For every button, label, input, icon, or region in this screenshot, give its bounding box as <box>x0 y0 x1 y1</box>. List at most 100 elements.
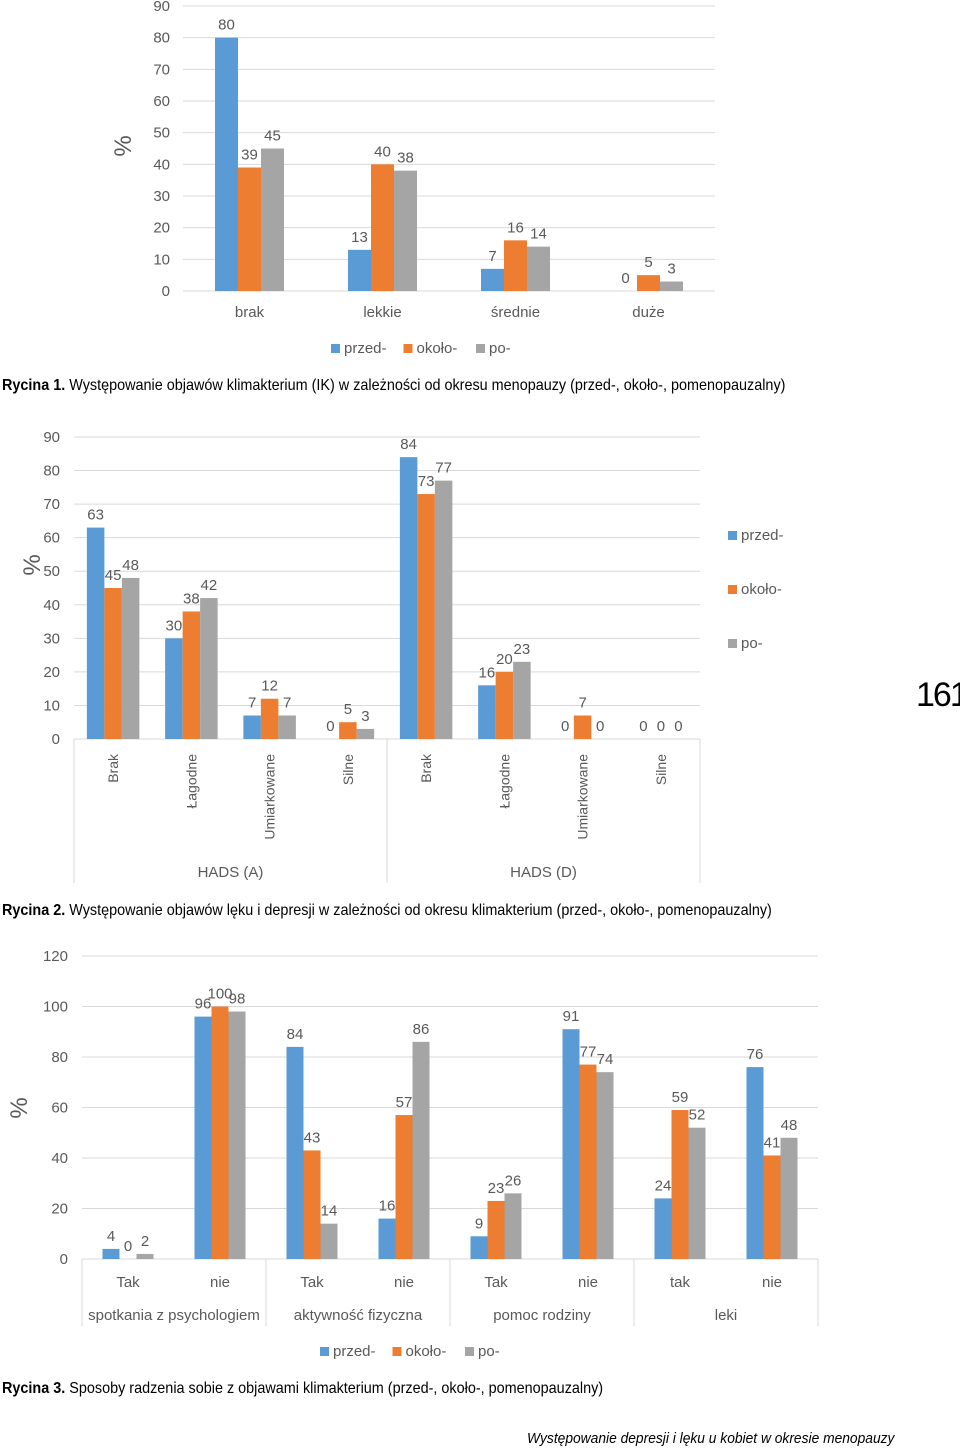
data-label: 3 <box>667 261 675 278</box>
y-tick-label: 40 <box>153 156 170 173</box>
data-label: 48 <box>781 1117 798 1134</box>
data-label: 76 <box>747 1046 764 1063</box>
bar-około <box>573 715 592 739</box>
legend-label: około- <box>741 581 782 598</box>
data-label: 5 <box>344 701 352 718</box>
x-tick-label: Tak <box>300 1274 324 1291</box>
y-tick-label: 50 <box>153 125 170 142</box>
data-label: 0 <box>326 718 334 735</box>
figure-1-label: Rycina 1. <box>2 377 66 394</box>
figure-2-caption: Rycina 2. Występowanie objawów lęku i de… <box>2 901 772 921</box>
bar-po <box>136 1253 154 1259</box>
group-label: HADS (D) <box>510 864 577 881</box>
legend-label: około- <box>406 1343 447 1360</box>
data-label: 2 <box>141 1233 149 1250</box>
x-tick-label: Silne <box>653 754 669 785</box>
bar-około <box>238 167 261 291</box>
y-tick-label: 80 <box>43 463 60 480</box>
bar-około <box>260 698 279 739</box>
y-tick-label: 60 <box>51 1100 68 1117</box>
running-footer: Występowanie depresji i lęku u kobiet w … <box>527 1430 895 1447</box>
bar-po <box>504 1193 522 1259</box>
data-label: 45 <box>105 567 122 584</box>
legend-swatch <box>728 531 737 540</box>
data-label: 38 <box>183 590 200 607</box>
x-tick-label: duże <box>632 304 665 321</box>
group-label: spotkania z psychologiem <box>88 1307 260 1324</box>
x-tick-label: Tak <box>484 1274 508 1291</box>
y-tick-label: 20 <box>153 220 170 237</box>
bar-przed <box>86 527 105 739</box>
data-label: 45 <box>264 128 281 145</box>
legend-swatch <box>728 639 737 648</box>
data-label: 96 <box>195 996 212 1013</box>
legend-swatch <box>476 344 485 353</box>
bar-około <box>211 1006 229 1259</box>
bar-po <box>121 577 140 739</box>
x-tick-label: Brak <box>105 753 121 783</box>
data-label: 26 <box>505 1172 522 1189</box>
data-label: 86 <box>413 1021 430 1038</box>
data-label: 40 <box>374 143 391 160</box>
data-label: 38 <box>397 150 414 167</box>
bar-po <box>278 715 296 739</box>
data-label: 91 <box>563 1008 580 1025</box>
bar-po <box>228 1011 246 1259</box>
bar-około <box>504 240 527 291</box>
data-label: 84 <box>287 1026 304 1043</box>
group-label: aktywność fizyczna <box>294 1307 423 1324</box>
data-label: 77 <box>435 460 452 477</box>
x-tick-label: lekkie <box>363 304 401 321</box>
x-tick-label: nie <box>394 1274 414 1291</box>
x-tick-label: Brak <box>418 753 434 783</box>
data-label: 7 <box>283 695 291 712</box>
data-label: 0 <box>124 1238 132 1255</box>
figure-3-label: Rycina 3. <box>2 1380 66 1397</box>
legend-label: około- <box>417 340 458 357</box>
data-label: 41 <box>764 1134 781 1151</box>
bar-przed <box>746 1067 764 1259</box>
bar-około <box>487 1200 505 1259</box>
legend-label: przed- <box>344 340 387 357</box>
y-tick-label: 20 <box>43 664 60 681</box>
group-label: pomoc rodziny <box>493 1307 591 1324</box>
y-tick-label: 60 <box>153 93 170 110</box>
data-label: 0 <box>621 270 629 287</box>
figure-1-text: Występowanie objawów klimakterium (IK) w… <box>69 377 786 394</box>
y-tick-label: 80 <box>153 30 170 47</box>
data-label: 16 <box>507 219 524 236</box>
data-label: 23 <box>514 641 531 658</box>
bar-około <box>637 275 660 291</box>
y-tick-label: 30 <box>43 630 60 647</box>
bar-około <box>104 588 122 739</box>
data-label: 59 <box>672 1089 689 1106</box>
x-tick-label: Łagodne <box>496 754 512 809</box>
x-tick-label: Umiarkowane <box>575 754 591 840</box>
y-tick-label: 40 <box>43 597 60 614</box>
x-tick-label: nie <box>578 1274 598 1291</box>
page-number: 161 <box>916 676 960 714</box>
bar-po <box>596 1072 614 1259</box>
bar-około <box>182 611 201 739</box>
bar-przed <box>378 1218 396 1259</box>
bar-około <box>417 494 435 739</box>
data-label: 7 <box>578 695 586 712</box>
data-label: 30 <box>166 617 183 634</box>
legend-label: przed- <box>741 527 784 544</box>
bar-około <box>395 1115 413 1259</box>
bar-przed <box>348 249 371 291</box>
bar-przed <box>215 37 238 291</box>
data-label: 42 <box>201 577 218 594</box>
y-axis-label: % <box>6 1097 33 1118</box>
y-axis-label: % <box>19 554 46 575</box>
x-tick-label: Umiarkowane <box>262 754 278 840</box>
data-label: 73 <box>418 473 435 490</box>
figure-2-label: Rycina 2. <box>2 902 66 919</box>
y-tick-label: 90 <box>43 429 60 446</box>
data-label: 0 <box>596 718 604 735</box>
group-label: HADS (A) <box>198 864 264 881</box>
data-label: 0 <box>639 718 647 735</box>
data-label: 98 <box>229 991 246 1008</box>
bar-przed <box>102 1248 120 1259</box>
